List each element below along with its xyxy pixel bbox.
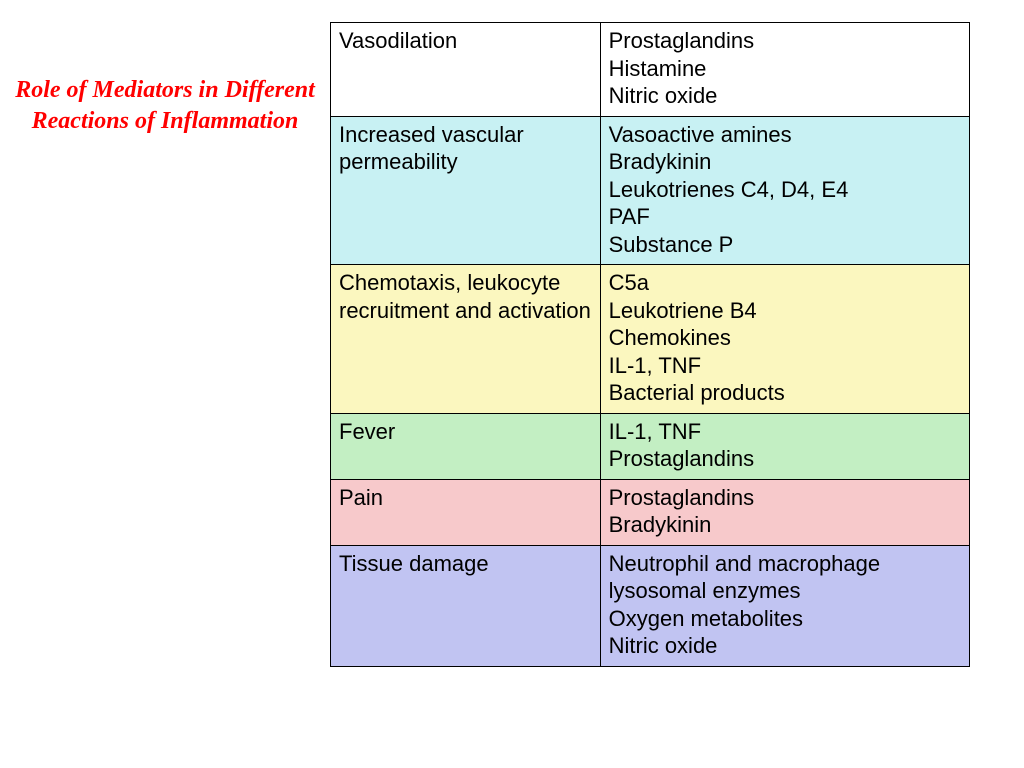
mediators-cell: C5a Leukotriene B4 Chemokines IL-1, TNF …	[600, 265, 969, 414]
mediators-cell: IL-1, TNF Prostaglandins	[600, 413, 969, 479]
mediators-cell: Prostaglandins Bradykinin	[600, 479, 969, 545]
table-row: Increased vascular permeabilityVasoactiv…	[331, 116, 970, 265]
reaction-cell: Increased vascular permeability	[331, 116, 601, 265]
reaction-cell: Vasodilation	[331, 23, 601, 117]
table-row: VasodilationProstaglandins Histamine Nit…	[331, 23, 970, 117]
mediators-cell: Vasoactive amines Bradykinin Leukotriene…	[600, 116, 969, 265]
mediators-table: VasodilationProstaglandins Histamine Nit…	[330, 22, 970, 667]
table-row: Tissue damageNeutrophil and macrophage l…	[331, 545, 970, 666]
reaction-cell: Chemotaxis, leukocyte recruitment and ac…	[331, 265, 601, 414]
table-row: Chemotaxis, leukocyte recruitment and ac…	[331, 265, 970, 414]
reaction-cell: Pain	[331, 479, 601, 545]
reaction-cell: Fever	[331, 413, 601, 479]
mediators-cell: Prostaglandins Histamine Nitric oxide	[600, 23, 969, 117]
table-row: PainProstaglandins Bradykinin	[331, 479, 970, 545]
table-row: FeverIL-1, TNF Prostaglandins	[331, 413, 970, 479]
page-title: Role of Mediators in Different Reactions…	[0, 0, 330, 137]
mediators-cell: Neutrophil and macrophage lysosomal enzy…	[600, 545, 969, 666]
mediators-table-container: VasodilationProstaglandins Histamine Nit…	[330, 0, 970, 667]
reaction-cell: Tissue damage	[331, 545, 601, 666]
